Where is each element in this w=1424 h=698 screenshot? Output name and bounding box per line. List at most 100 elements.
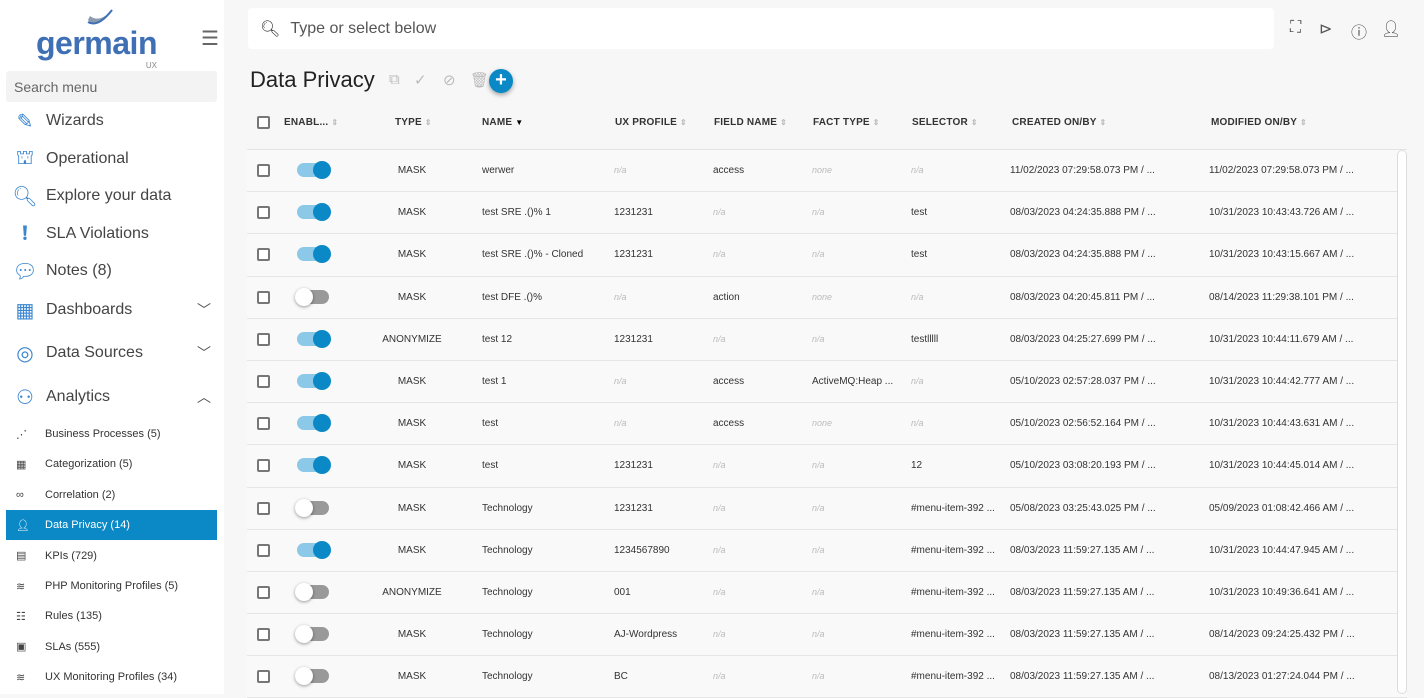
sidebar-subitem-categorization[interactable]: ▦ Categorization (5)	[6, 449, 217, 479]
chevron-down-icon[interactable]: ﹀	[197, 302, 211, 318]
column-header[interactable]: ENABL... ⇕	[284, 117, 338, 128]
sort-icon[interactable]: ⇕	[424, 118, 432, 127]
cell-selector: n/a	[911, 291, 924, 302]
enabled-toggle[interactable]	[297, 456, 331, 475]
sort-icon[interactable]: ⇕	[780, 118, 787, 127]
enabled-toggle[interactable]	[297, 540, 331, 559]
table-row[interactable]: MASK test n/a access none n/a 05/10/2023 02:56…	[247, 403, 1407, 446]
sidebar-subitem-business-processes[interactable]: ⋰ Business Processes (5)	[6, 419, 217, 449]
trash-icon[interactable]: 🗑︎	[470, 72, 490, 89]
sort-icon[interactable]: ▼	[515, 118, 524, 127]
column-header-label: FIELD NAME	[714, 117, 778, 128]
check-circle-icon[interactable]: ✓	[414, 72, 427, 89]
row-checkbox[interactable]	[257, 459, 270, 473]
sidebar-subitem-rules[interactable]: ☷ Rules (135)	[6, 601, 217, 631]
cell-fact: n/a	[812, 207, 825, 218]
enabled-toggle[interactable]	[295, 582, 329, 601]
column-header[interactable]: FACT TYPE ⇕	[813, 117, 880, 128]
table-row[interactable]: MASK Technology 1234567890 n/a n/a #menu-item…	[247, 529, 1407, 572]
table-row[interactable]: MASK Technology AJ-Wordpress n/a n/a #menu-it…	[247, 614, 1407, 657]
row-checkbox[interactable]	[257, 248, 270, 262]
add-button[interactable]: +	[489, 69, 513, 93]
search-menu-input[interactable]: Search menu	[6, 71, 217, 102]
fullscreen-icon[interactable]: ⛶	[1290, 19, 1302, 36]
column-header[interactable]: SELECTOR ⇕	[912, 117, 978, 128]
enabled-toggle[interactable]	[297, 329, 331, 348]
row-checkbox[interactable]	[257, 206, 270, 220]
sort-icon[interactable]: ⇕	[1299, 118, 1307, 127]
row-checkbox[interactable]	[257, 164, 270, 177]
table-row[interactable]: MASK werwer n/a access none n/a 11/02/2023 07:…	[247, 150, 1407, 193]
sidebar-item-analytics[interactable]: ⚇ Analytics ︿	[12, 384, 217, 410]
table-row[interactable]: MASK Technology 1231231 n/a n/a #menu-item-39…	[247, 487, 1407, 530]
row-checkbox[interactable]	[257, 670, 270, 684]
sidebar-subitem-kpis[interactable]: ▤ KPIs (729)	[6, 541, 217, 571]
table-row[interactable]: ANONYMIZE test 12 1231231 n/a n/a testlllll 08…	[247, 318, 1407, 361]
user-icon[interactable]: 👤︎	[1381, 21, 1402, 38]
enabled-toggle[interactable]	[297, 371, 331, 390]
table-row[interactable]: MASK test SRE .()% - Cloned 1231231 n/a n/a t…	[247, 234, 1407, 277]
column-header[interactable]: FIELD NAME ⇕	[714, 117, 787, 128]
sort-icon[interactable]: ⇕	[680, 118, 687, 127]
command-search-bar[interactable]: 🔍︎	[248, 8, 1274, 49]
sidebar-subitem-php-monitoring-profiles[interactable]: ≋ PHP Monitoring Profiles (5)	[6, 571, 217, 601]
disable-icon[interactable]: ⊘	[443, 72, 456, 89]
column-header[interactable]: TYPE ⇕	[395, 117, 432, 128]
info-icon[interactable]: ⓘ	[1351, 25, 1368, 42]
sidebar-item-dashboards[interactable]: ▦ Dashboards ﹀	[12, 297, 217, 323]
sidebar-subitem-ux-monitoring-profiles[interactable]: ≋ UX Monitoring Profiles (34)	[6, 662, 217, 692]
row-checkbox[interactable]	[257, 290, 270, 304]
enabled-toggle[interactable]	[295, 498, 329, 517]
row-checkbox[interactable]	[257, 628, 270, 642]
row-checkbox[interactable]	[257, 332, 270, 346]
sort-icon[interactable]: ⇕	[970, 118, 978, 127]
sidebar-item-wizards[interactable]: ✎ Wizards	[12, 108, 217, 134]
row-checkbox[interactable]	[257, 585, 270, 599]
sidebar-item-operational[interactable]: ⛫ Operational	[12, 146, 217, 172]
column-header[interactable]: NAME ▼	[482, 117, 523, 128]
row-checkbox[interactable]	[257, 417, 270, 431]
sidebar-item-explore-your-data[interactable]: 🔍︎ Explore your data	[12, 183, 217, 209]
enabled-toggle[interactable]	[297, 161, 331, 179]
sidebar-subitem-correlation[interactable]: ∞ Correlation (2)	[6, 480, 217, 510]
row-checkbox[interactable]	[257, 501, 270, 515]
table-row[interactable]: MASK Technology BC n/a n/a #menu-item-392 ...…	[247, 656, 1407, 698]
row-checkbox[interactable]	[257, 543, 270, 557]
sort-icon[interactable]: ⇕	[872, 118, 880, 127]
sort-icon[interactable]: ⇕	[331, 118, 339, 127]
table-row[interactable]: MASK test 1 n/a access ActiveMQ:Heap ... n/a 0…	[247, 360, 1407, 404]
chevron-down-icon[interactable]: ﹀	[197, 345, 211, 361]
sidebar-subitem-slas[interactable]: ▣ SLAs (555)	[6, 632, 217, 662]
enabled-toggle[interactable]	[297, 414, 331, 433]
enabled-toggle[interactable]	[295, 287, 329, 306]
table-row[interactable]: MASK test 1231231 n/a n/a 12 05/10/2023 03:08:…	[247, 445, 1407, 488]
sidebar-item-data-sources[interactable]: ◎ Data Sources ﹀	[12, 340, 217, 366]
hamburger-menu-icon[interactable]: ☰	[201, 28, 219, 50]
play-icon[interactable]: ⊳	[1319, 21, 1333, 38]
table-row[interactable]: ANONYMIZE Technology 001 n/a n/a #menu-item-3…	[247, 571, 1407, 615]
command-search-input[interactable]	[290, 19, 1191, 38]
sidebar-subitem-data-privacy[interactable]: 👤︎ Data Privacy (14)	[6, 510, 217, 541]
cell-created: 08/03/2023 11:59:27.135 AM / ...	[1010, 544, 1155, 556]
column-header[interactable]: MODIFIED ON/BY ⇕	[1211, 117, 1307, 128]
column-header[interactable]: CREATED ON/BY ⇕	[1012, 117, 1106, 128]
germain-logo[interactable]: germain UX	[36, 6, 161, 72]
select-all-checkbox[interactable]	[257, 116, 270, 129]
table-row[interactable]: MASK test SRE .()% 1 1231231 n/a n/a test 08/0…	[247, 192, 1407, 235]
row-checkbox[interactable]	[257, 374, 270, 388]
chevron-up-icon[interactable]: ︿	[197, 389, 211, 405]
sidebar-item-label: SLA Violations	[46, 225, 149, 242]
scrollbar[interactable]	[1397, 150, 1407, 694]
enabled-toggle[interactable]	[295, 667, 329, 686]
copy-icon[interactable]: ⧉	[389, 71, 400, 88]
sidebar-item-notes[interactable]: 💬︎ Notes (8)	[12, 258, 217, 284]
sidebar-item-sla-violations[interactable]: ❗︎ SLA Violations	[12, 221, 217, 247]
sort-icon[interactable]: ⇕	[1099, 118, 1107, 127]
cell-type: MASK	[397, 460, 427, 472]
enabled-toggle[interactable]	[295, 625, 329, 644]
enabled-toggle[interactable]	[297, 245, 331, 264]
enabled-toggle[interactable]	[297, 203, 331, 222]
table-row[interactable]: MASK test DFE .()% n/a action none n/a 08/03/2…	[247, 276, 1407, 319]
column-header[interactable]: UX PROFILE ⇕	[615, 117, 687, 128]
cell-type: MASK	[397, 544, 427, 556]
